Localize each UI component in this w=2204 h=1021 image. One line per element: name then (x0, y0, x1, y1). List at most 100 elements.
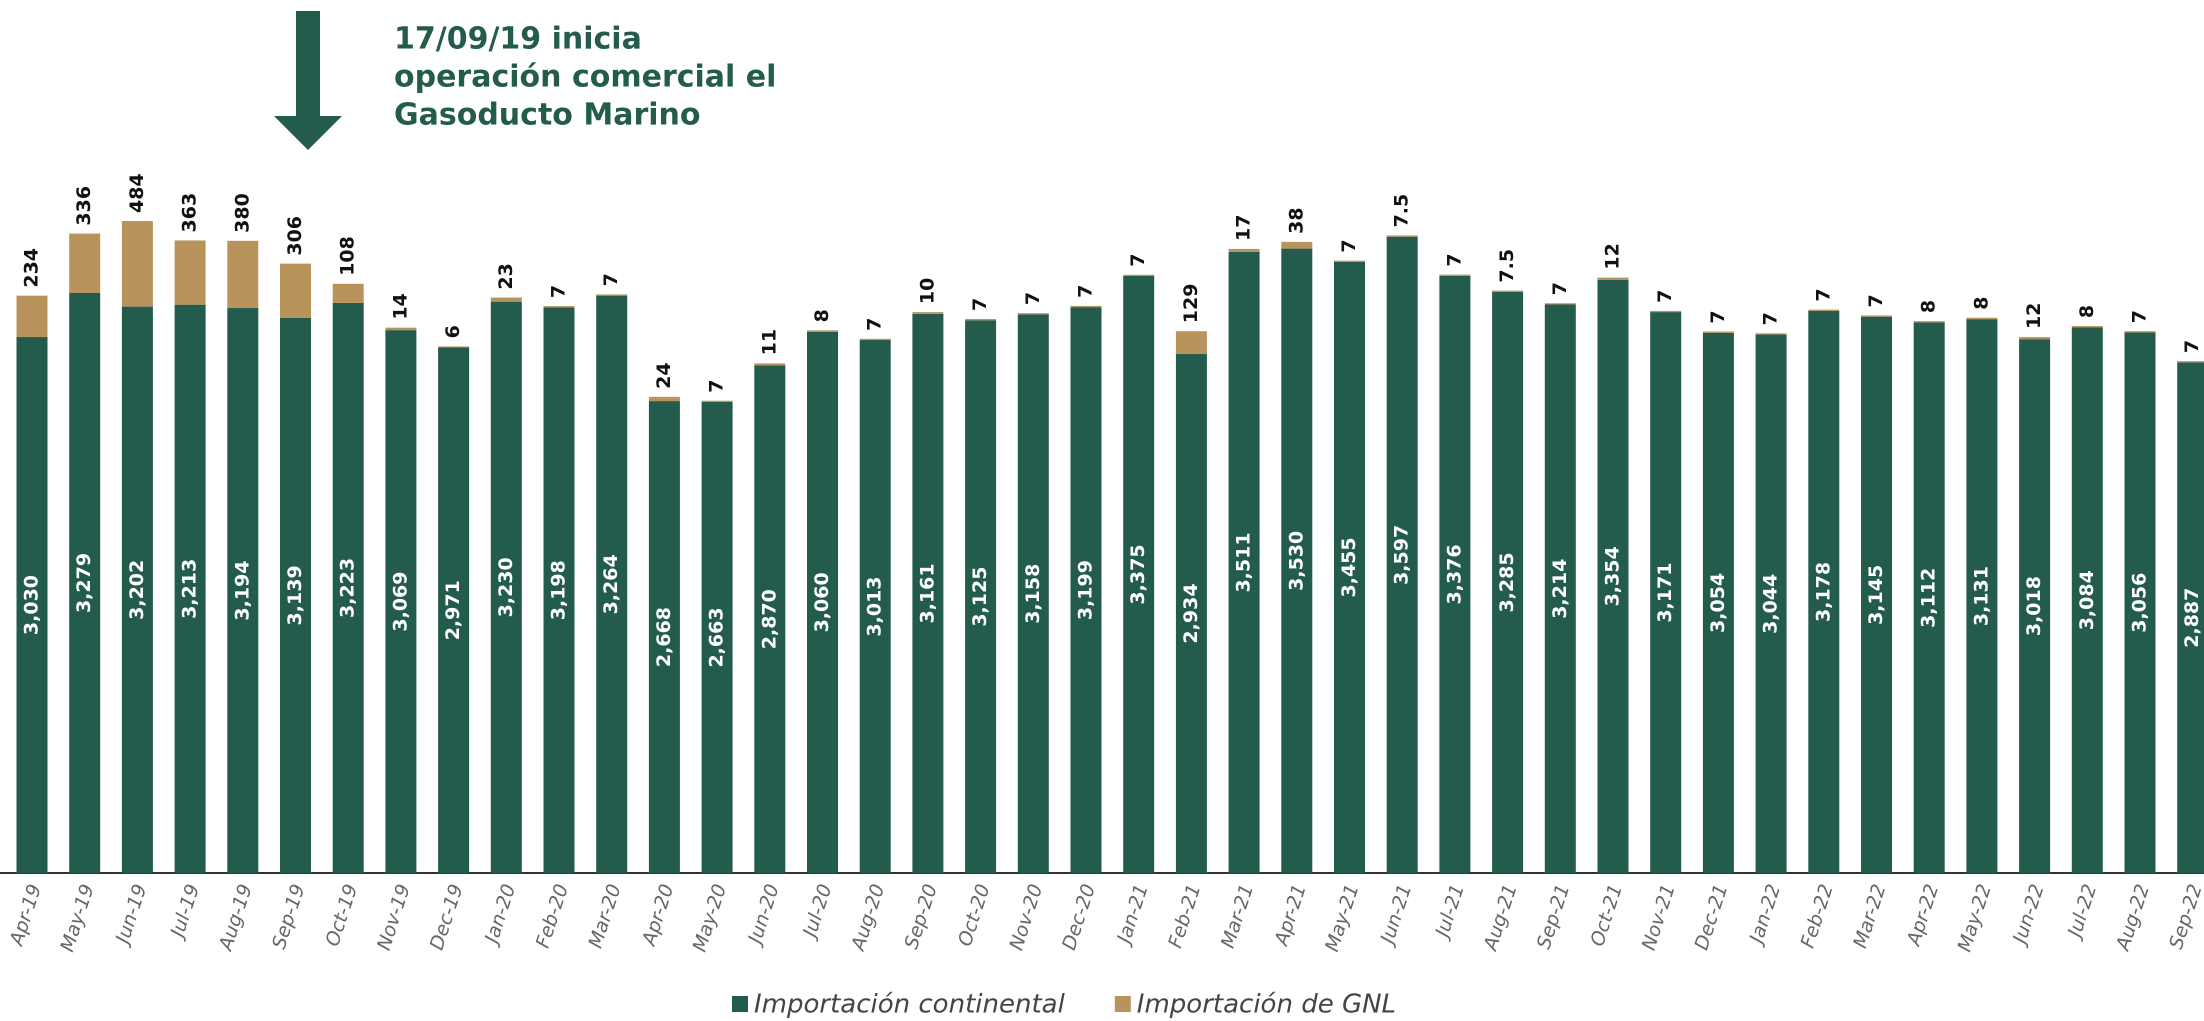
value-label: 3,030 (21, 575, 43, 635)
bar-segment (1913, 322, 1945, 873)
value-label: 2,870 (758, 589, 780, 649)
value-label: 3,264 (600, 554, 622, 614)
bar-segment (648, 401, 680, 873)
bar-segment (1808, 310, 1840, 873)
bar-segment (1808, 309, 1840, 311)
value-label: 336 (73, 186, 95, 226)
bar-segment (1334, 261, 1365, 873)
bar-segment (2177, 361, 2204, 363)
bar-segment (2019, 337, 2051, 340)
bar-segment (2124, 331, 2156, 333)
value-label: 3,161 (916, 563, 938, 623)
value-label: 7 (706, 379, 728, 392)
value-label: 3,202 (126, 560, 148, 620)
bar-segment (1650, 312, 1682, 873)
bar-segment (1597, 279, 1629, 874)
value-label: 3,194 (231, 560, 253, 620)
bar-segment (1861, 316, 1892, 873)
value-label: 306 (284, 216, 306, 256)
value-label: 7 (1075, 285, 1097, 298)
bar-segment (596, 295, 628, 873)
annotation-arrow (274, 11, 342, 150)
value-label: 3,060 (811, 572, 833, 632)
value-label: 7 (864, 318, 886, 331)
value-label: 17 (1233, 214, 1255, 240)
legend-swatch (732, 996, 748, 1012)
value-label: 3,213 (179, 559, 201, 619)
value-label: 7.5 (1391, 194, 1413, 228)
value-label: 7 (2181, 340, 2203, 353)
bar-segment (280, 263, 311, 318)
value-label: 3,375 (1127, 544, 1149, 604)
bar-segment (438, 346, 470, 348)
bar-segment (1702, 332, 1734, 874)
value-label: 3,199 (1075, 560, 1097, 620)
value-label: 7 (548, 285, 570, 298)
bar-segment (1017, 314, 1049, 874)
bar-segment (1175, 331, 1207, 355)
bar-segment (543, 307, 575, 873)
annotation: Gasoducto Marino (394, 98, 701, 133)
bar-segment (912, 312, 944, 314)
value-label: 12 (2023, 303, 2045, 329)
bar-segment (1070, 305, 1102, 308)
bar-segment (543, 306, 575, 308)
value-label: 8 (1918, 300, 1940, 313)
value-label: 3,511 (1233, 532, 1255, 592)
value-label: 380 (231, 193, 253, 233)
value-label: 3,285 (1496, 552, 1518, 612)
bar-segment (2124, 332, 2156, 873)
value-label: 3,139 (284, 565, 306, 625)
value-label: 2,668 (653, 607, 675, 667)
bar-segment (1544, 304, 1576, 873)
value-label: 7 (1812, 288, 1834, 301)
bar-segment (1544, 303, 1576, 305)
value-label: 14 (389, 293, 411, 319)
value-label: 2,663 (706, 607, 728, 667)
bar-segment (1492, 291, 1524, 873)
bar-segment (385, 327, 417, 331)
value-label: 3,530 (1285, 531, 1307, 591)
annotation: operación comercial el (394, 60, 776, 95)
value-label: 484 (126, 173, 148, 213)
value-label: 7 (1022, 292, 1044, 305)
bar-segment (1966, 319, 1998, 873)
bar-segment (965, 320, 997, 873)
value-label: 3,145 (1865, 565, 1887, 625)
bar-segment (1492, 290, 1524, 292)
value-label: 8 (2076, 305, 2098, 318)
value-label: 7.5 (1496, 249, 1518, 283)
bar-segment (121, 221, 153, 307)
bar-segment (596, 294, 628, 296)
bar-segment (2019, 339, 2051, 873)
value-label: 2,971 (442, 580, 464, 640)
value-label: 129 (1180, 284, 1202, 324)
value-label: 7 (1707, 310, 1729, 323)
bar-segment (1755, 334, 1787, 873)
value-label: 3,125 (969, 567, 991, 627)
value-label: 23 (495, 263, 517, 289)
bar-segment (1017, 313, 1049, 315)
bar-segment (1070, 307, 1102, 873)
bar-segment (1597, 277, 1629, 280)
value-label: 3,279 (73, 553, 95, 613)
value-label: 3,044 (1760, 574, 1782, 634)
value-label: 3,054 (1707, 573, 1729, 633)
value-label: 3,158 (1022, 564, 1044, 624)
bar-segment (859, 338, 891, 341)
value-label: 3,214 (1549, 559, 1571, 619)
bar-segment (1966, 317, 1998, 320)
value-label: 6 (442, 325, 464, 338)
value-label: 3,376 (1443, 544, 1465, 604)
value-label: 3,230 (495, 557, 517, 617)
value-label: 3,013 (864, 576, 886, 636)
bar-segment (16, 337, 48, 874)
value-label: 7 (1760, 312, 1782, 325)
bar-segment (754, 363, 786, 366)
bar-segment (754, 365, 786, 873)
value-label: 234 (21, 248, 43, 288)
value-label: 3,171 (1654, 562, 1676, 622)
bar-segment (69, 233, 101, 293)
bar-segment (2071, 327, 2103, 873)
